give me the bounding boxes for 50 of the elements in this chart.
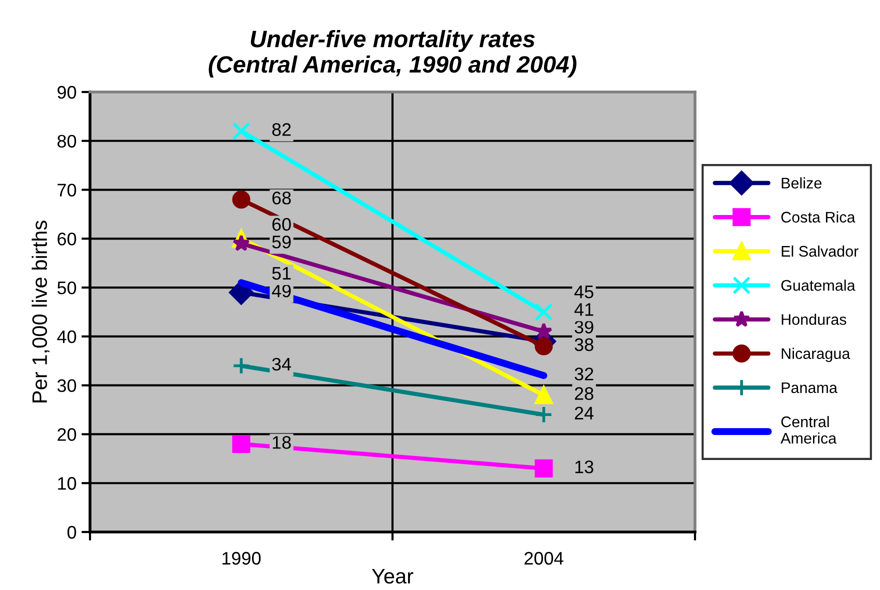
data-label: 60 bbox=[272, 218, 291, 231]
point bbox=[534, 302, 553, 322]
data-label: 39 bbox=[574, 320, 594, 334]
data-label: 51 bbox=[272, 267, 291, 280]
y-tick-label: 10 bbox=[58, 477, 76, 490]
legend-label: Central America bbox=[780, 416, 837, 444]
data-label: 24 bbox=[574, 406, 594, 420]
data-label: 38 bbox=[574, 338, 594, 352]
point bbox=[534, 337, 553, 356]
y-tick-label: 70 bbox=[58, 184, 76, 196]
legend-label: Costa Rica bbox=[781, 211, 856, 223]
data-label: 49 bbox=[272, 284, 291, 298]
y-axis-title: Per 1,000 live births bbox=[32, 220, 50, 402]
data-label: 13 bbox=[575, 460, 594, 474]
data-label: 32 bbox=[574, 368, 594, 380]
y-tick-label: 60 bbox=[58, 232, 76, 246]
legend-label: Panama bbox=[782, 382, 838, 394]
data-label: 34 bbox=[272, 358, 292, 371]
x-tick-label: 1990 bbox=[222, 552, 261, 565]
y-tick-label: 50 bbox=[57, 281, 76, 294]
point bbox=[232, 190, 250, 209]
y-tick-label: 80 bbox=[58, 134, 76, 148]
data-label: 59 bbox=[272, 236, 291, 248]
y-tick-label: 40 bbox=[57, 330, 76, 344]
legend-label: El Salvador bbox=[782, 245, 858, 257]
chart-title: Under-five mortality rates (Central America, 1990 and 2004) bbox=[208, 30, 576, 78]
legend-label: Belize bbox=[782, 177, 822, 189]
data-label: 45 bbox=[574, 286, 594, 298]
y-tick-label: 30 bbox=[57, 379, 76, 392]
data-label: 41 bbox=[574, 303, 594, 316]
y-tick-label: 90 bbox=[58, 86, 76, 99]
data-label: 28 bbox=[574, 387, 594, 400]
point bbox=[232, 356, 250, 375]
point bbox=[535, 322, 552, 340]
point bbox=[232, 434, 250, 454]
legend-label: Guatemala bbox=[781, 280, 856, 291]
data-label: 82 bbox=[272, 123, 291, 136]
data-label: 68 bbox=[272, 192, 291, 204]
point bbox=[534, 386, 553, 404]
point bbox=[232, 234, 250, 252]
x-tick-label: 2004 bbox=[524, 552, 564, 565]
y-tick-label: 20 bbox=[58, 428, 76, 441]
legend-label: Nicaragua bbox=[782, 348, 850, 362]
point bbox=[534, 406, 553, 424]
y-tick-label: 0 bbox=[67, 526, 76, 539]
point bbox=[232, 122, 250, 140]
point bbox=[534, 459, 553, 478]
legend-label: Honduras bbox=[782, 314, 846, 325]
x-axis-title: Year bbox=[372, 569, 414, 584]
data-label: 18 bbox=[272, 436, 291, 449]
